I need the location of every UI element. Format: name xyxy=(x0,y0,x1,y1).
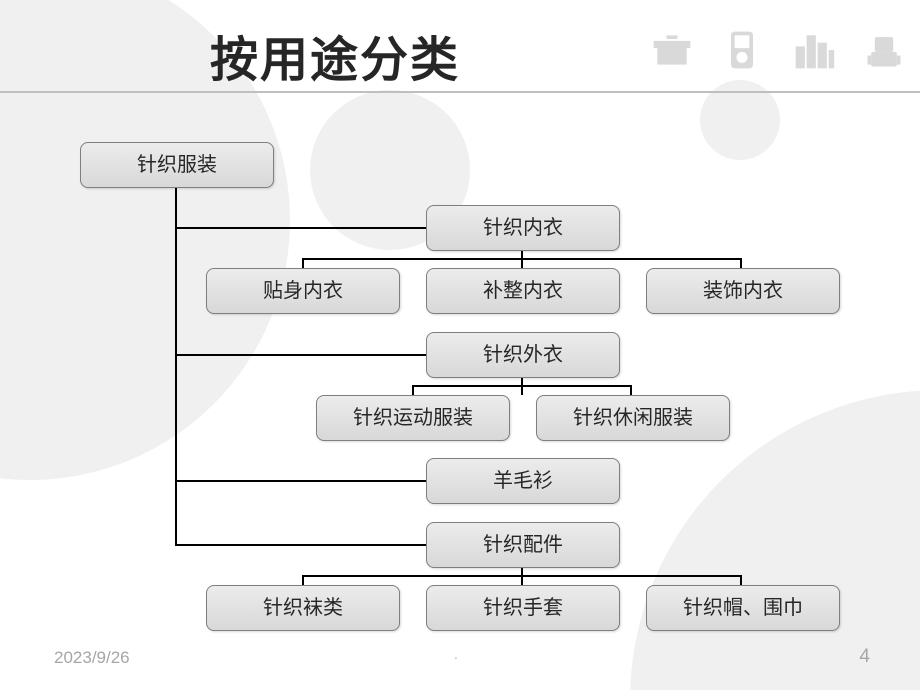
slide-stage: 按用途分类 针织服装 针织内衣 贴身内衣 补整内衣 装饰内衣 针织外衣 针织运动… xyxy=(0,0,920,690)
node-a1: 贴身内衣 xyxy=(206,268,400,314)
connector xyxy=(175,186,177,544)
node-label: 针织外衣 xyxy=(427,333,619,377)
node-b2: 针织休闲服装 xyxy=(536,395,730,441)
node-label: 针织休闲服装 xyxy=(537,396,729,440)
slide-title: 按用途分类 xyxy=(210,20,460,90)
connector xyxy=(175,480,426,482)
connector xyxy=(412,385,414,395)
slide-header: 按用途分类 xyxy=(0,0,920,92)
node-a3: 装饰内衣 xyxy=(646,268,840,314)
connector xyxy=(740,258,742,268)
node-d2: 针织手套 xyxy=(426,585,620,631)
node-label: 针织配件 xyxy=(427,523,619,567)
connector xyxy=(302,575,304,585)
node-d: 针织配件 xyxy=(426,522,620,568)
buildings-icon xyxy=(792,28,836,72)
connector xyxy=(412,385,632,387)
connector xyxy=(175,354,426,356)
node-label: 补整内衣 xyxy=(427,269,619,313)
node-root: 针织服装 xyxy=(80,142,274,188)
node-label: 针织内衣 xyxy=(427,206,619,250)
node-d1: 针织袜类 xyxy=(206,585,400,631)
connector xyxy=(175,227,426,229)
footer-dot: . xyxy=(454,646,458,662)
node-a2: 补整内衣 xyxy=(426,268,620,314)
ipod-icon xyxy=(720,28,764,72)
node-label: 针织帽、围巾 xyxy=(647,586,839,630)
footer-page-number: 4 xyxy=(859,646,870,668)
footer-date: 2023/9/26 xyxy=(54,648,130,668)
node-c: 羊毛衫 xyxy=(426,458,620,504)
node-b1: 针织运动服装 xyxy=(316,395,510,441)
robot-icon xyxy=(862,28,906,72)
header-divider xyxy=(0,91,920,93)
connector xyxy=(302,258,742,260)
connector xyxy=(302,575,742,577)
connector xyxy=(630,385,632,395)
briefcase-icon xyxy=(650,28,694,72)
connector xyxy=(740,575,742,585)
connector xyxy=(302,258,304,268)
node-d3: 针织帽、围巾 xyxy=(646,585,840,631)
node-label: 装饰内衣 xyxy=(647,269,839,313)
node-b: 针织外衣 xyxy=(426,332,620,378)
node-label: 羊毛衫 xyxy=(427,459,619,503)
node-label: 针织手套 xyxy=(427,586,619,630)
node-label: 针织运动服装 xyxy=(317,396,509,440)
node-label: 针织袜类 xyxy=(207,586,399,630)
node-label: 贴身内衣 xyxy=(207,269,399,313)
node-label: 针织服装 xyxy=(81,143,273,187)
node-a: 针织内衣 xyxy=(426,205,620,251)
connector xyxy=(175,544,426,546)
